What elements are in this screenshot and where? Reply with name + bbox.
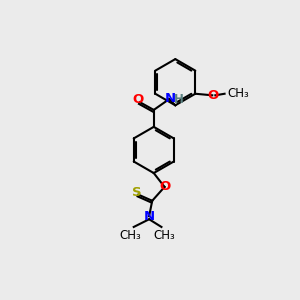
Text: CH₃: CH₃ [120, 229, 142, 242]
Text: CH₃: CH₃ [227, 87, 249, 100]
Text: N: N [144, 211, 155, 224]
Text: H: H [174, 93, 184, 106]
Text: N: N [164, 92, 175, 105]
Text: O: O [160, 180, 171, 194]
Text: O: O [133, 93, 144, 106]
Text: CH₃: CH₃ [154, 229, 175, 242]
Text: S: S [132, 186, 142, 199]
Text: O: O [207, 89, 219, 102]
